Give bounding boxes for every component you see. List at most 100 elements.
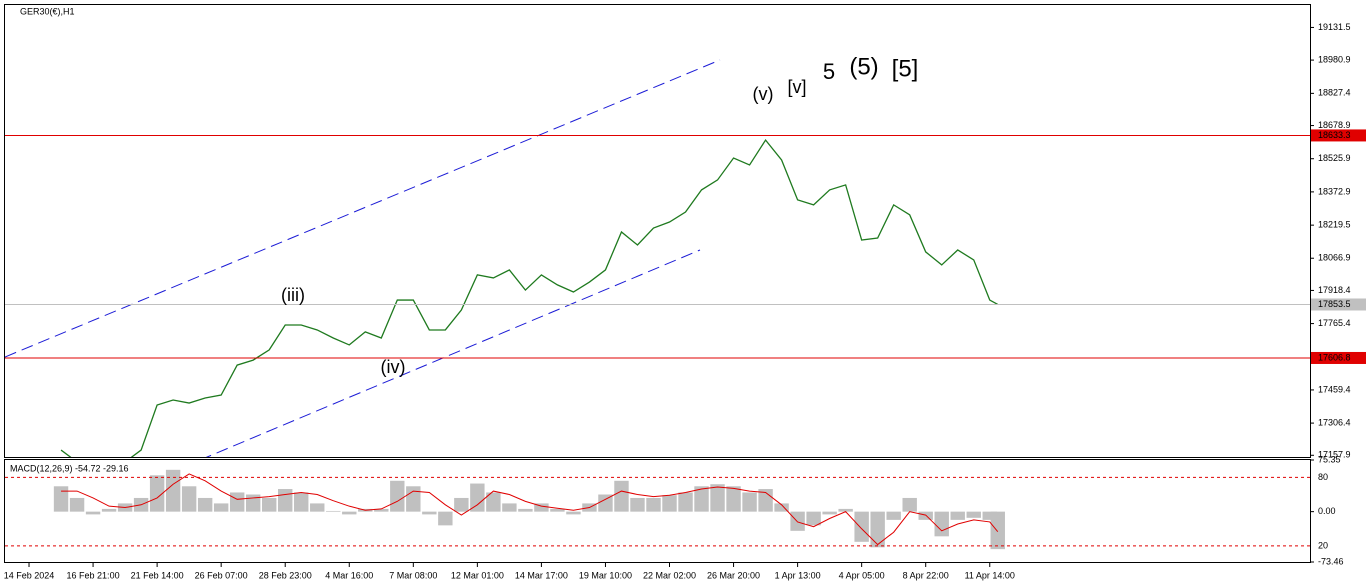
wave-label: 5 (823, 59, 835, 84)
macd-bar (990, 511, 1005, 550)
macd-bar (261, 497, 277, 512)
x-tick-label: 22 Mar 02:00 (643, 570, 696, 580)
macd-level-label: 20 (1318, 540, 1328, 550)
signal-line (61, 473, 999, 546)
macd-bar (966, 511, 981, 518)
price-level-label: 18633.3 (1318, 130, 1351, 140)
wave-label: (iv) (381, 357, 406, 377)
macd-bar (213, 503, 229, 512)
y-tick-label: -73.46 (1318, 556, 1344, 566)
macd-bar (598, 494, 613, 512)
macd-bar (470, 483, 485, 512)
x-tick-label: 21 Feb 14:00 (131, 570, 184, 580)
macd-bar (278, 489, 293, 512)
macd-bar (518, 508, 533, 512)
macd-bar (902, 497, 917, 512)
macd-bar (342, 511, 357, 515)
wave-label: (5) (849, 53, 878, 80)
chart-title: GER30(€),H1 (20, 6, 75, 16)
x-tick-label: 14 Mar 17:00 (515, 570, 568, 580)
macd-bar (101, 508, 117, 512)
x-tick-label: 4 Mar 16:00 (325, 570, 373, 580)
x-tick-label: 26 Mar 20:00 (707, 570, 760, 580)
macd-bar (646, 497, 661, 512)
macd-bar (326, 510, 341, 512)
macd-frame (4, 459, 1311, 563)
y-tick-label: 17459.4 (1318, 384, 1351, 394)
macd-title: MACD(12,26,9) -54.72 -29.16 (10, 463, 129, 473)
macd-bar (406, 486, 421, 512)
macd-bar (614, 480, 629, 512)
macd-bar (838, 508, 853, 512)
x-tick-label: 11 Apr 14:00 (965, 570, 1015, 580)
channel-lower (205, 249, 701, 457)
macd-bar (454, 497, 469, 512)
y-tick-label: 17765.4 (1318, 318, 1351, 328)
macd-bar (662, 495, 677, 512)
y-tick-label: 18219.5 (1318, 220, 1351, 230)
x-tick-label: 7 Mar 08:00 (389, 570, 437, 580)
macd-bar (934, 511, 949, 537)
macd-bar (197, 497, 213, 512)
macd-bar (390, 480, 405, 512)
macd-bar (822, 511, 837, 515)
plot-area (60, 138, 999, 457)
y-tick-label: 18066.9 (1318, 253, 1351, 263)
macd-bar (165, 469, 181, 512)
macd-bar (422, 511, 437, 515)
macd-bar (502, 503, 517, 512)
y-tick-label: 17306.4 (1318, 417, 1351, 427)
macd-bar (726, 486, 741, 512)
macd-bar (181, 486, 197, 512)
y-tick-label: 18980.9 (1318, 54, 1351, 64)
macd-bar (982, 511, 997, 520)
macd-bar (950, 511, 965, 520)
macd-bar (710, 484, 725, 512)
macd-bar (742, 492, 757, 512)
x-tick-label: 12 Mar 01:00 (451, 570, 504, 580)
y-tick-label: 17918.4 (1318, 285, 1351, 295)
x-tick-label: 1 Apr 13:00 (775, 570, 821, 580)
x-tick-label: 14 Feb 2024 (4, 570, 55, 580)
macd-bar (566, 511, 581, 515)
macd-bar (294, 492, 309, 512)
y-tick-label: 18525.9 (1318, 153, 1351, 163)
macd-bar (550, 508, 565, 512)
wave-label: [v] (787, 77, 806, 97)
x-tick-label: 19 Mar 10:00 (579, 570, 632, 580)
macd-bar (870, 511, 885, 548)
macd-bar (310, 503, 325, 512)
price-level-box (1311, 298, 1366, 311)
y-tick-label: 18372.9 (1318, 186, 1351, 196)
macd-bar (630, 497, 645, 512)
wave-label: (iii) (281, 285, 305, 305)
y-tick-label: 75.35 (1318, 454, 1341, 464)
macd-bar (886, 511, 901, 520)
macd-bar (245, 494, 261, 512)
x-tick-label: 16 Feb 21:00 (67, 570, 120, 580)
x-tick-label: 26 Feb 07:00 (195, 570, 248, 580)
macd-bar (694, 486, 709, 512)
price-level-label: 17606.8 (1318, 352, 1351, 362)
macd-bar (806, 511, 821, 526)
macd-bar (53, 486, 69, 512)
macd-bar (534, 503, 549, 512)
macd-bar (229, 492, 245, 512)
macd-bar (149, 475, 165, 512)
macd-level-label: 80 (1318, 472, 1328, 482)
y-tick-label: 17157.9 (1318, 450, 1351, 460)
x-tick-label: 28 Feb 23:00 (259, 570, 312, 580)
y-tick-label: 18678.9 (1318, 120, 1351, 130)
price-line (60, 138, 999, 457)
macd-bar (486, 492, 501, 512)
x-tick-label: 8 Apr 22:00 (903, 570, 949, 580)
macd-bar (854, 511, 869, 542)
main-frame (4, 4, 1311, 458)
plot-area (53, 469, 1005, 550)
y-tick-label: 0.00 (1318, 506, 1336, 516)
wave-label: (v) (753, 84, 774, 104)
macd-bar (774, 503, 789, 512)
macd-bar (678, 492, 693, 512)
